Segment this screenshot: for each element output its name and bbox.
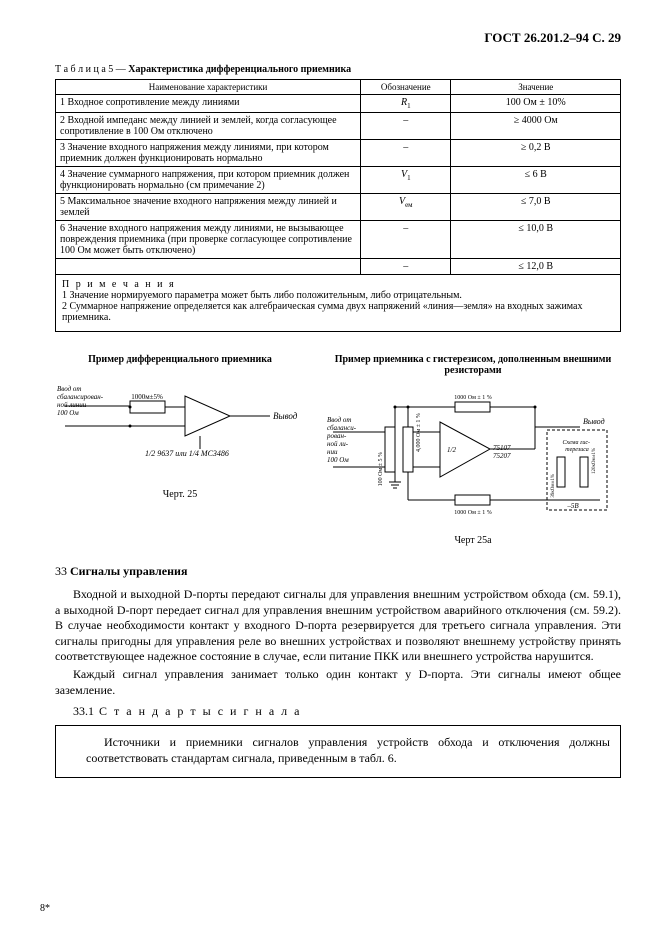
table-row: 6 Значение входного напряжения между лин… [56, 221, 621, 259]
svg-text:1/2: 1/2 [447, 446, 456, 454]
notes-title: П р и м е ч а н и я [62, 279, 614, 290]
diagram-left: 1000м±5% Вывод Ввод от сбалансирован- но… [55, 371, 305, 481]
page-header: ГОСТ 26.201.2–94 С. 29 [55, 30, 621, 46]
characteristics-table: Наименование характеристики Обозначение … [55, 79, 621, 275]
table-row: 5 Максимальное значение входного напряже… [56, 194, 621, 221]
section-name: Сигналы управления [70, 564, 187, 578]
diagram-left-title: Пример дифференциального приемника [55, 354, 305, 365]
svg-text:Вывод: Вывод [273, 411, 298, 421]
table-caption-text: Характеристика дифференциального приемни… [128, 64, 351, 75]
table-caption: Т а б л и ц а 5 — Характеристика диффере… [55, 64, 621, 75]
footer-mark: 8* [40, 903, 50, 914]
diagram-right-caption: Черт 25а [325, 535, 621, 546]
table-row: 1 Входное сопротивление между линиямиR11… [56, 95, 621, 113]
svg-text:39кОм±1%: 39кОм±1% [551, 474, 556, 498]
table-row: 4 Значение суммарного напряжения, при ко… [56, 167, 621, 194]
th-sym: Обозначение [361, 80, 451, 95]
subsection-name: С т а н д а р т ы с и г н а л а [99, 704, 301, 718]
svg-text:Схема гис- терезиса: Схема гис- терезиса [562, 440, 591, 453]
svg-text:100 Ом ± 5 %: 100 Ом ± 5 % [378, 452, 384, 486]
table-row: –≤ 12,0 В [56, 259, 621, 275]
svg-text:4,000 Ом ± 1 %: 4,000 Ом ± 1 % [416, 413, 422, 452]
svg-text:1000 Ом ± 1 %: 1000 Ом ± 1 % [454, 510, 491, 516]
diagram-left-caption: Черт. 25 [55, 489, 305, 500]
table-caption-prefix: Т а б л и ц а 5 — [55, 64, 128, 75]
section-p1: Входной и выходной D-порты передают сигн… [55, 587, 621, 665]
th-val: Значение [451, 80, 621, 95]
svg-text:Ввод от сбалансирова: Ввод от сбалансирован- ной линии 100 Ом [57, 385, 105, 417]
svg-text:1000м±5%: 1000м±5% [131, 393, 163, 401]
svg-text:Ввод от сбаланси-: Ввод от сбаланси- рован- ной ли- нии 100… [326, 416, 358, 464]
subsection-title: 33.1 С т а н д а р т ы с и г н а л а [55, 704, 621, 719]
note-2: 2 Суммарное напряжение определяется как … [62, 301, 614, 323]
section-p2: Каждый сигнал управления занимает только… [55, 667, 621, 698]
svg-text:120кОм±1%: 120кОм±1% [592, 448, 597, 474]
svg-text:75107 75207: 75107 75207 [493, 444, 512, 460]
subsection-num: 33.1 [73, 704, 94, 718]
boxed-requirement: Источники и приемники сигналов управлени… [55, 725, 621, 777]
note-1: 1 Значение нормируемого параметра может … [62, 290, 614, 301]
th-name: Наименование характеристики [56, 80, 361, 95]
svg-text:–5В: –5В [566, 502, 579, 510]
svg-text:Вывод: Вывод [583, 417, 605, 426]
diagram-right: 100 Ом ± 5 % 4,000 Ом ± 1 % 1000 Ом ± 1 … [325, 382, 615, 527]
table-row: 2 Входной импеданс между линией и землей… [56, 113, 621, 140]
diagram-right-title: Пример приемника с гистерезисом, дополне… [325, 354, 621, 376]
svg-text:1/2 9637 или 1/4 МС3486: 1/2 9637 или 1/4 МС3486 [145, 449, 229, 458]
table-notes: П р и м е ч а н и я 1 Значение нормируем… [55, 275, 621, 332]
section-num: 33 [55, 564, 67, 578]
section-title: 33 Сигналы управления [55, 564, 621, 579]
table-row: 3 Значение входного напряжения между лин… [56, 140, 621, 167]
svg-text:1000 Ом ± 1 %: 1000 Ом ± 1 % [454, 395, 491, 401]
